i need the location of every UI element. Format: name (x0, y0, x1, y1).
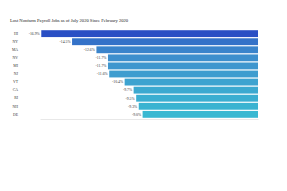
y-tick: NH (13, 105, 19, 109)
data-label: -14.5% (59, 40, 71, 44)
bar (108, 54, 258, 61)
y-tick: MA (12, 48, 18, 52)
bar (125, 79, 258, 86)
y-tick-label: MA (12, 48, 18, 52)
y-tick-label: NY (13, 40, 19, 44)
bar (136, 95, 258, 102)
bar (41, 30, 258, 37)
x-axis (41, 119, 259, 120)
chart: Lost Nonfarm Payroll Jobs as of July 202… (0, 0, 287, 191)
bar (134, 87, 258, 94)
data-label: -16.9% (29, 32, 41, 36)
y-tick-label: MI (13, 64, 18, 68)
data-label: -11.7% (96, 64, 108, 68)
bar (96, 46, 258, 53)
y-tick-label: NH (13, 105, 19, 109)
data-label: -10.4% (112, 80, 124, 84)
bar (143, 111, 258, 118)
y-tick-label: RI (14, 96, 19, 100)
y-tick: VT (13, 80, 19, 84)
bars (41, 30, 258, 118)
y-tick: HI (14, 32, 19, 36)
y-tick: NJ (14, 72, 19, 76)
data-labels: -16.9%-14.5%-12.6%-11.7%-11.7%-11.6%-10.… (29, 32, 142, 117)
y-tick-label: CA (13, 88, 19, 92)
y-tick: NV (13, 56, 19, 60)
bar (139, 103, 258, 110)
y-tick: RI (14, 96, 19, 100)
data-label: -9.3% (128, 105, 138, 109)
y-axis: HI NY MA NV MI NJ VT CA RI NH DE (12, 32, 19, 117)
y-tick: CA (13, 88, 19, 92)
bar (108, 62, 258, 69)
y-tick-label: HI (14, 32, 19, 36)
x-axis-line (41, 119, 259, 120)
y-tick: MI (13, 64, 18, 68)
y-tick-label: VT (13, 80, 19, 84)
y-tick-label: NJ (14, 72, 19, 76)
y-tick: DE (13, 113, 19, 117)
bar (72, 38, 258, 45)
data-label: -9.7% (123, 88, 133, 92)
data-label: -9.0% (132, 113, 142, 117)
data-label: -11.7% (96, 56, 108, 60)
data-label: -11.6% (97, 72, 109, 76)
data-label: -9.5% (125, 97, 135, 101)
y-tick: NY (13, 40, 19, 44)
bar (109, 71, 258, 78)
title: Lost Nonfarm Payroll Jobs as of July 202… (10, 18, 129, 23)
y-tick-label: NV (13, 56, 19, 60)
data-label: -12.6% (84, 48, 96, 52)
y-tick-label: DE (13, 113, 19, 117)
